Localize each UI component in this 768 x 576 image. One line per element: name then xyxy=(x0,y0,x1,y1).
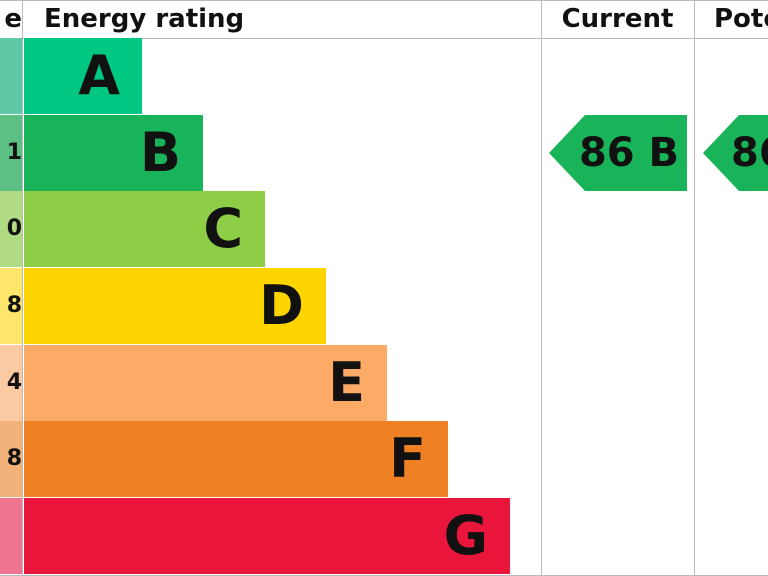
rating-bar: A xyxy=(24,38,142,114)
rating-bar: B xyxy=(24,115,203,191)
border xyxy=(694,0,695,576)
arrow-shape xyxy=(703,115,768,191)
score-cell: 4 xyxy=(0,345,22,421)
arrow-shape xyxy=(549,115,687,191)
score-cell: 1 xyxy=(0,115,22,191)
rating-bar: E xyxy=(24,345,387,421)
current-header: Current xyxy=(561,4,674,34)
score-header: e xyxy=(4,4,22,34)
potential-rating: 86 xyxy=(731,130,768,176)
current-rating: 86 B xyxy=(578,130,680,176)
score-cell: 0 xyxy=(0,191,22,267)
score-cell: 8 xyxy=(0,421,22,497)
score-cell xyxy=(0,38,22,114)
border xyxy=(0,38,768,39)
border xyxy=(541,0,542,576)
rating-bar: G xyxy=(24,498,510,574)
rating-header: Energy rating xyxy=(44,4,245,34)
potential-header: Pote xyxy=(714,4,768,34)
border xyxy=(0,0,768,1)
rating-bar: F xyxy=(24,421,448,497)
potential-rating-arrow: 86 xyxy=(703,115,768,191)
rating-bar: D xyxy=(24,268,326,344)
border xyxy=(22,0,23,576)
score-cell: 8 xyxy=(0,268,22,344)
rating-bar: C xyxy=(24,191,265,267)
score-cell xyxy=(0,498,22,574)
current-rating-arrow: 86 B xyxy=(549,115,687,191)
